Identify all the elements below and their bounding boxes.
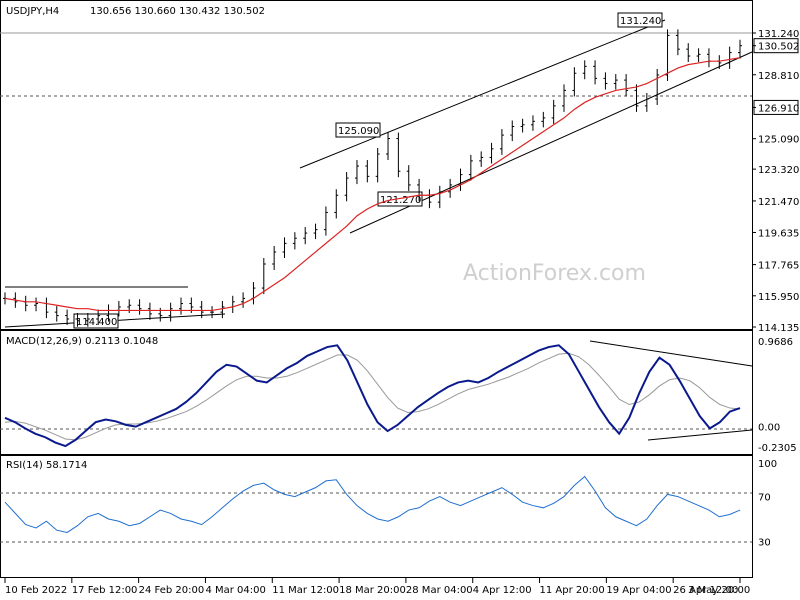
macd-tick-0: 0.9686 [758,337,793,348]
annotation-box-125090 [335,122,381,138]
annotation-131240: 131.240 [620,16,661,27]
price-axis: 131.240 130.502 128.810 126.910 125.090 123.3… [752,29,799,334]
time-label-9: 19 Apr 04:00 [606,585,671,596]
time-label-5: 18 Mar 20:00 [339,585,406,596]
price-series [3,29,742,327]
time-label-6: 28 Mar 04:00 [406,585,473,596]
time-label-2: 24 Feb 20:00 [139,585,205,596]
rsi-tick-2: 30 [758,537,771,548]
time-label-4: 11 Mar 12:00 [272,585,339,596]
macd-lower-trend-line [647,429,753,441]
macd-panel-frame [0,330,753,455]
annotation-114400: 114.400 [76,317,117,328]
price-tick-9: 115.950 [758,292,799,303]
rsi-label: RSI(14) 58.1714 [6,460,87,471]
price-tick-8: 117.765 [758,261,799,272]
rsi-axis: 100 70 30 [758,459,777,548]
price-tick-0: 131.240 [758,29,799,40]
price-tick-1: 130.502 [758,42,799,53]
macd-upper-trend-line [589,340,753,367]
time-label-1: 17 Feb 12:00 [72,585,138,596]
time-label-8: 11 Apr 20:00 [540,585,605,596]
macd-label: MACD(12,26,9) 0.2113 0.1048 [6,336,158,347]
macd-axis: 0.9686 0.00 -0.2305 [758,337,797,454]
price-tick-4: 125.090 [758,135,799,146]
macd-signal-line [4,352,741,441]
time-label-3: 4 Mar 04:00 [205,585,265,596]
moving-average-line [4,57,741,312]
macd-line [4,344,741,448]
annotation-box-131240 [617,12,663,28]
annotation-box-114400 [73,313,119,329]
annotation-125090: 125.090 [338,126,379,137]
symbol-label: USDJPY,H4 [6,6,59,17]
price-tick-2: 128.810 [758,71,799,82]
price-tick-10: 114.135 [758,323,799,334]
price-panel-frame [0,0,753,330]
macd-tick-2: -0.2305 [758,443,797,454]
time-label-11: 3 May 20:00 [688,585,750,596]
price-tick-7: 119.635 [758,228,799,239]
rsi-panel-frame [0,455,753,578]
price-tick-6: 121.470 [758,197,799,208]
upper-channel-line [299,19,666,169]
rsi-tick-0: 100 [758,459,777,470]
rsi-series [4,475,741,533]
rsi-line [4,475,741,533]
price-tick-3: 126.910 [758,103,799,114]
time-label-7: 4 Apr 12:00 [473,585,532,596]
watermark: ActionForex.com [463,261,646,286]
macd-tick-1: 0.00 [758,423,780,434]
time-label-0: 10 Feb 2022 [5,585,67,596]
price-tick-5: 123.320 [758,165,799,176]
ohlc-label: 130.656 130.660 130.432 130.502 [90,6,265,17]
macd-series [4,344,741,448]
rsi-tick-1: 70 [758,493,771,504]
annotation-121270: 121.270 [380,195,421,206]
time-label-10: 26 Apr 12:00 [673,585,738,596]
time-axis: 10 Feb 2022 17 Feb 12:00 24 Feb 20:00 4 Mar… [4,578,750,596]
